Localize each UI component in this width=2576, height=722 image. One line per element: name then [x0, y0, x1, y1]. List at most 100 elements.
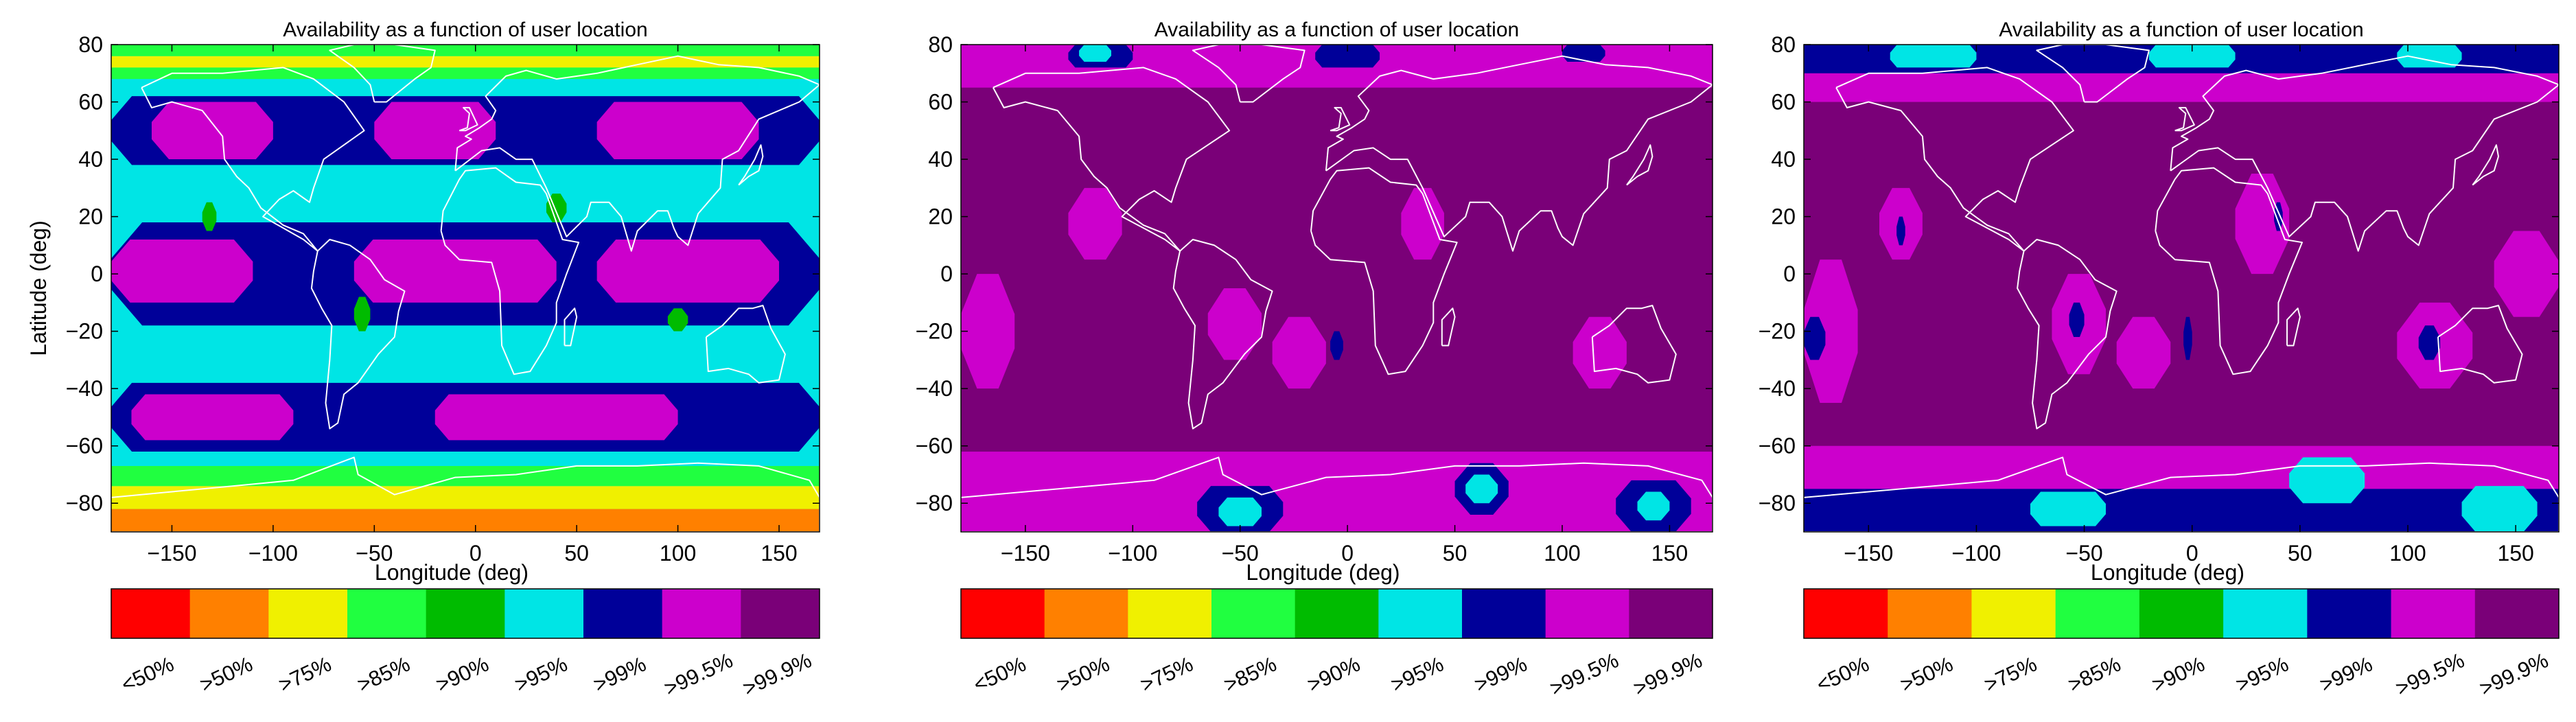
availability-region [1330, 331, 1343, 360]
x-tick-label: 100 [2389, 541, 2426, 566]
x-tick-label: 150 [2497, 541, 2533, 566]
availability-region [374, 102, 496, 160]
availability-region [131, 394, 294, 441]
y-tick-label: −80 [916, 491, 953, 515]
availability-region [1804, 259, 1858, 404]
latitude-band [111, 56, 820, 68]
colorbar: <50% >50% >75% >85% >90% >95% >99% >99.5% >99.9% [960, 588, 1713, 701]
x-tick-label: 50 [1443, 541, 1467, 566]
availability-region [961, 274, 1015, 389]
latitude-band [1804, 489, 2559, 532]
coastline [310, 239, 406, 430]
latitude-band [111, 79, 820, 97]
y-tick-label: −80 [1759, 491, 1796, 515]
y-tick-label: −60 [66, 434, 103, 458]
colorbar-label: >99.5% [1546, 648, 1623, 701]
colorbar-label: >85% [2065, 652, 2124, 697]
colorbar-swatch [1378, 589, 1463, 638]
coastline [454, 55, 820, 252]
y-tick-label: −40 [916, 376, 953, 401]
coastline [2174, 106, 2195, 132]
y-tick-label: 0 [91, 261, 103, 286]
availability-region [2397, 45, 2462, 68]
availability-region [1272, 316, 1326, 389]
colorbar-label: >95% [1387, 652, 1447, 697]
availability-region [2116, 316, 2171, 389]
colorbar-label: >85% [353, 652, 413, 697]
colorbar-swatch [583, 589, 663, 638]
coastline [440, 167, 580, 375]
availability-region [667, 308, 688, 331]
y-tick-label: −60 [1759, 434, 1796, 458]
colorbar-frame [111, 588, 820, 639]
chart-title: Availability as a function of user locat… [1999, 19, 2363, 41]
latitude-band [961, 452, 1713, 532]
colorbar-swatch [741, 589, 820, 638]
chart-title: Availability as a function of user locat… [1154, 19, 1519, 41]
coastline [1835, 67, 2074, 252]
availability-region [1573, 316, 1627, 389]
x-tick-label: −150 [1844, 541, 1893, 566]
colorbar-label: >75% [1980, 652, 2040, 697]
latitude-band [111, 486, 820, 509]
availability-region [151, 102, 273, 160]
x-tick-label: −50 [1222, 541, 1259, 566]
coastline [738, 144, 764, 186]
coastline [2170, 55, 2559, 252]
y-tick-label: 80 [928, 32, 953, 57]
background-level [961, 45, 1713, 532]
chart-title: Availability as a function of user locat… [283, 19, 647, 41]
availability-region [2030, 491, 2106, 526]
y-tick-label: 20 [928, 205, 953, 229]
coastline [1804, 456, 2559, 532]
colorbar-label: >50% [1053, 652, 1113, 697]
colorbar-label: <50% [117, 652, 177, 697]
availability-region [1401, 187, 1444, 260]
colorbar-label: <50% [1813, 652, 1872, 697]
x-axis-label: Longitude (deg) [1246, 560, 1400, 585]
coastline [961, 456, 1713, 532]
x-tick-label: −150 [1001, 541, 1050, 566]
colorbar-label: >99.5% [660, 648, 736, 701]
latitude-band [111, 465, 820, 487]
availability-region [1896, 216, 1905, 246]
x-tick-label: −100 [1951, 541, 2001, 566]
colorbar-label: >50% [196, 652, 256, 697]
availability-region [2274, 202, 2283, 231]
coastline [564, 307, 578, 347]
availability-region [2183, 316, 2192, 360]
colorbar-swatch [2055, 589, 2140, 638]
colorbar-swatch [662, 589, 741, 638]
x-tick-label: −50 [2065, 541, 2102, 566]
coastline [141, 67, 365, 252]
colorbar-label: >99.9% [739, 648, 815, 701]
y-tick-label: −20 [1759, 319, 1796, 344]
availability-region [1315, 45, 1380, 68]
availability-region [2461, 486, 2538, 532]
latitude-band [111, 67, 820, 80]
coastline [2286, 307, 2301, 347]
colorbar-swatch [1211, 589, 1296, 638]
availability-region [1068, 187, 1122, 260]
latitude-band [111, 509, 820, 532]
colorbar-label: >85% [1220, 652, 1280, 697]
x-tick-label: 50 [2288, 541, 2312, 566]
colorbar-frame [960, 588, 1713, 639]
y-tick-label: 80 [78, 32, 103, 57]
plot-frame [111, 44, 820, 533]
colorbar-swatch [2223, 589, 2308, 638]
availability-region [2418, 325, 2441, 360]
coastline [1310, 167, 1458, 375]
colorbar: <50% >50% >75% >85% >90% >95% >99% >99.5% >99.9% [1803, 588, 2560, 701]
coastline [1192, 45, 1306, 103]
colorbar-swatch [2139, 589, 2224, 638]
colorbar-label: >95% [511, 652, 571, 697]
colorbar-swatch [1128, 589, 1212, 638]
coastline [2472, 144, 2499, 186]
y-tick-label: −40 [66, 376, 103, 401]
colorbar-label: >90% [2148, 652, 2208, 697]
x-tick-label: −50 [356, 541, 393, 566]
colorbar-swatch [1462, 589, 1546, 638]
availability-region [202, 202, 217, 231]
availability-region [596, 102, 759, 160]
